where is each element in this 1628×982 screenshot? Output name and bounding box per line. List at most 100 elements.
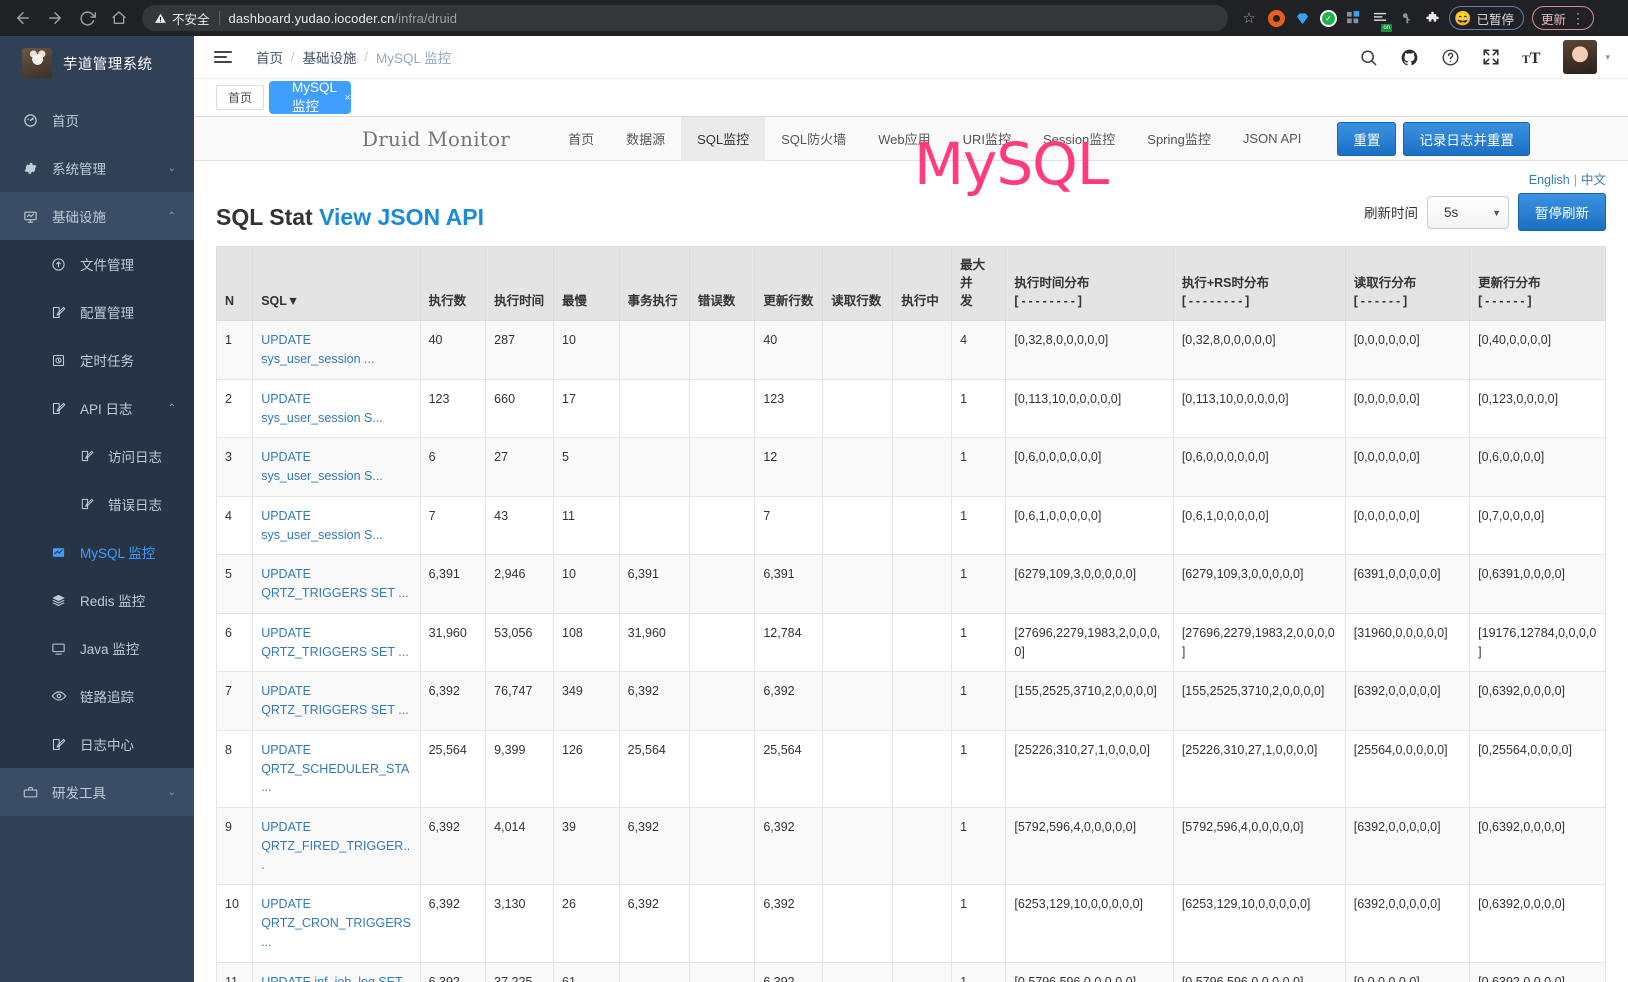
sidebar-item-java-monitor[interactable]: Java 监控 <box>0 624 194 672</box>
kebab-menu-icon[interactable]: ⋮ <box>1570 9 1585 26</box>
cell-read-rows-dist: [0,0,0,0,0,0] <box>1344 961 1471 982</box>
hamburger-icon[interactable] <box>214 51 232 64</box>
th-sql[interactable]: SQL▼ <box>252 246 421 322</box>
sidebar-item-config-manage[interactable]: 配置管理 <box>0 288 194 336</box>
druid-nav-json-api[interactable]: JSON API <box>1242 131 1302 147</box>
reset-button[interactable]: 重置 <box>1337 121 1397 156</box>
druid-nav-sql-firewall[interactable]: SQL防火墙 <box>781 132 847 148</box>
tab-mysql-monitor[interactable]: MySQL 监控 × <box>269 80 352 115</box>
sidebar-item-trace[interactable]: 链路追踪 <box>0 672 194 720</box>
sidebar-item-devtools[interactable]: 研发工具 ⌄ <box>0 768 194 816</box>
cell-sql[interactable]: UPDATE QRTZ_CRON_TRIGGERS... <box>252 884 421 963</box>
help-icon[interactable] <box>1441 48 1460 67</box>
sidebar-item-mysql-monitor[interactable]: MySQL 监控 <box>0 528 194 576</box>
cell-read-rows-dist: [0,0,0,0,0,0] <box>1344 320 1471 380</box>
druid-nav-spring-monitor[interactable]: Spring监控 <box>1147 132 1211 148</box>
avatar[interactable] <box>1563 40 1598 75</box>
reload-icon[interactable] <box>72 3 102 33</box>
breadcrumb-item[interactable]: 首页 <box>256 51 283 67</box>
update-chip[interactable]: 更新 ⋮ <box>1531 6 1594 30</box>
sidebar-item-infra[interactable]: 基础设施 ⌃ <box>0 192 194 240</box>
cell-sql[interactable]: UPDATE sys_user_session S... <box>252 437 421 497</box>
cell-sql[interactable]: UPDATE QRTZ_TRIGGERS SET ... <box>252 612 421 673</box>
cell-sql[interactable]: UPDATE sys_user_session S... <box>252 495 421 556</box>
orange-circle-ext-icon[interactable] <box>1268 9 1285 27</box>
lang-english-link[interactable]: English <box>1528 173 1570 188</box>
sidebar-item-file-manage[interactable]: 文件管理 <box>0 240 194 288</box>
grid-ext-icon[interactable] <box>1346 10 1363 27</box>
cell-sql[interactable]: UPDATE QRTZ_FIRED_TRIGGER... <box>252 807 421 886</box>
sql-link[interactable]: UPDATE sys_user_session ... <box>261 333 375 367</box>
sql-link[interactable]: UPDATE inf_job_log SET e... <box>261 974 403 982</box>
druid-nav-webapp[interactable]: Web应用 <box>878 132 931 148</box>
sidebar-item-error-log[interactable]: 错误日志 <box>0 480 194 528</box>
sql-link[interactable]: UPDATE sys_user_session S... <box>261 391 383 425</box>
tab-home[interactable]: 首页 <box>216 85 265 111</box>
blue-diamond-ext-icon[interactable] <box>1294 10 1311 27</box>
th-exec-time-dist: 执行时间分布 [ - - - - - - - - ] <box>1005 246 1174 322</box>
th-max-concurrent-line2: 发 <box>960 294 973 309</box>
pause-refresh-button[interactable]: 暂停刷新 <box>1518 193 1606 232</box>
sidebar-item-home[interactable]: 首页 <box>0 96 194 144</box>
github-icon[interactable] <box>1400 48 1419 67</box>
sidebar-item-api-log[interactable]: API 日志 ⌃ <box>0 384 194 432</box>
druid-nav-session-monitor[interactable]: Session监控 <box>1043 132 1116 148</box>
cell-slowest: 61 <box>553 961 620 982</box>
fullscreen-icon[interactable] <box>1482 48 1500 66</box>
sql-link[interactable]: UPDATE QRTZ_TRIGGERS SET ... <box>261 684 409 718</box>
cell-sql[interactable]: UPDATE QRTZ_TRIGGERS SET ... <box>252 554 421 614</box>
sql-link[interactable]: UPDATE QRTZ_TRIGGERS SET ... <box>261 625 409 659</box>
green-check-ext-icon[interactable]: ✓ <box>1320 9 1337 27</box>
close-icon[interactable]: × <box>344 91 351 104</box>
search-icon[interactable] <box>1359 48 1378 67</box>
home-icon[interactable] <box>104 3 134 33</box>
sidebar-item-scheduled-task[interactable]: 定时任务 <box>0 336 194 384</box>
sidebar-submenu-infra: 文件管理 配置管理 定时任务 <box>0 240 194 768</box>
forward-icon[interactable] <box>40 3 70 33</box>
bookmark-star-icon[interactable]: ☆ <box>1242 10 1256 27</box>
sidebar-item-log-center[interactable]: 日志中心 <box>0 720 194 768</box>
browser-toolbar: 不安全 dashboard.yudao.iocoder.cn/infra/dru… <box>0 0 1628 36</box>
cell-n: 6 <box>215 612 254 673</box>
back-icon[interactable] <box>8 3 38 33</box>
refresh-interval-select[interactable]: 5s <box>1427 195 1509 229</box>
log-and-reset-button[interactable]: 记录日志并重置 <box>1403 121 1530 156</box>
sidebar-item-redis-monitor[interactable]: Redis 监控 <box>0 576 194 624</box>
cell-sql[interactable]: UPDATE sys_user_session ... <box>252 320 421 380</box>
sql-link[interactable]: UPDATE QRTZ_CRON_TRIGGERS... <box>261 897 411 949</box>
druid-nav-uri-monitor[interactable]: URI监控 <box>962 132 1012 148</box>
sidebar-item-access-log[interactable]: 访问日志 <box>0 432 194 480</box>
druid-nav-datasource[interactable]: 数据源 <box>626 132 666 148</box>
sidebar-item-system[interactable]: 系统管理 ⌄ <box>0 144 194 192</box>
cell-sql[interactable]: UPDATE QRTZ_TRIGGERS SET ... <box>252 671 421 731</box>
cell-read-rows-dist: [25564,0,0,0,0,0] <box>1344 729 1471 809</box>
druid-nav-home[interactable]: 首页 <box>568 132 595 148</box>
sql-link[interactable]: UPDATE QRTZ_TRIGGERS SET ... <box>261 567 409 601</box>
th-update-rows-dist: 更新行分布 [ - - - - - - ] <box>1469 246 1606 322</box>
profile-paused-chip[interactable]: 😄 已暂停 <box>1449 6 1524 30</box>
sql-link[interactable]: UPDATE QRTZ_FIRED_TRIGGER... <box>261 820 411 872</box>
sql-link[interactable]: UPDATE QRTZ_SCHEDULER_STA... <box>261 742 410 795</box>
breadcrumb-item[interactable]: 基础设施 <box>302 51 357 67</box>
list-on-ext-icon[interactable]: on <box>1372 10 1392 32</box>
sidebar-logo[interactable]: 芋道管理系统 <box>0 36 194 90</box>
chevron-down-icon[interactable]: ▾ <box>1605 51 1610 62</box>
key-ext-icon[interactable] <box>1398 10 1415 27</box>
cell-sql[interactable]: UPDATE QRTZ_SCHEDULER_STA... <box>252 729 421 809</box>
puzzle-ext-icon[interactable] <box>1424 10 1441 27</box>
sql-link[interactable]: UPDATE sys_user_session S... <box>261 508 383 542</box>
cell-sql[interactable]: UPDATE inf_job_log SET e... <box>252 961 421 982</box>
sql-link[interactable]: UPDATE sys_user_session S... <box>261 450 383 484</box>
lang-chinese-link[interactable]: 中文 <box>1580 173 1606 188</box>
th-read-rows-dist: 读取行分布 [ - - - - - - ] <box>1344 246 1471 322</box>
cell-read-rows <box>822 807 894 886</box>
database-icon <box>50 545 67 560</box>
address-bar[interactable]: 不安全 dashboard.yudao.iocoder.cn/infra/dru… <box>142 5 1228 31</box>
druid-nav-sql-monitor[interactable]: SQL监控 <box>681 117 766 162</box>
cell-read-rows-dist: [0,0,0,0,0,0] <box>1344 378 1471 439</box>
cell-max-concurrent: 1 <box>951 961 1007 982</box>
cell-n: 1 <box>215 320 254 380</box>
view-json-api-link[interactable]: View JSON API <box>319 204 485 231</box>
cell-sql[interactable]: UPDATE sys_user_session S... <box>252 378 421 439</box>
